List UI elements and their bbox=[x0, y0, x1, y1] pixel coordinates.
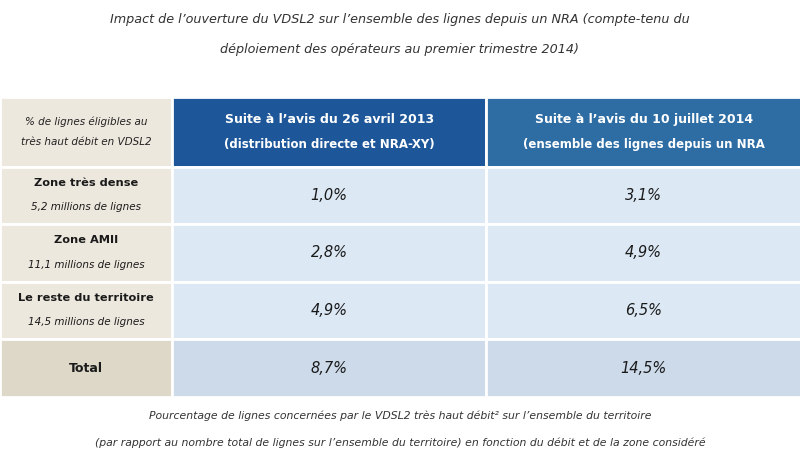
Text: 8,7%: 8,7% bbox=[310, 360, 348, 376]
Bar bbox=[172, 339, 486, 397]
Bar bbox=[0, 282, 172, 339]
Text: 4,9%: 4,9% bbox=[625, 245, 662, 261]
Text: Suite à l’avis du 10 juillet 2014: Suite à l’avis du 10 juillet 2014 bbox=[534, 112, 753, 126]
Text: 1,0%: 1,0% bbox=[310, 188, 348, 203]
Bar bbox=[0, 166, 172, 224]
Bar bbox=[0, 339, 172, 397]
Bar bbox=[172, 224, 486, 282]
Text: (par rapport au nombre total de lignes sur l’ensemble du territoire) en fonction: (par rapport au nombre total de lignes s… bbox=[94, 437, 706, 448]
Text: Zone très dense: Zone très dense bbox=[34, 178, 138, 188]
Bar bbox=[172, 97, 486, 166]
Text: 3,1%: 3,1% bbox=[625, 188, 662, 203]
Text: 11,1 millions de lignes: 11,1 millions de lignes bbox=[28, 260, 144, 270]
Bar bbox=[172, 282, 486, 339]
Bar bbox=[486, 339, 800, 397]
Bar bbox=[0, 97, 172, 166]
Bar bbox=[486, 282, 800, 339]
Text: Le reste du territoire: Le reste du territoire bbox=[18, 293, 154, 303]
Text: Impact de l’ouverture du VDSL2 sur l’ensemble des lignes depuis un NRA (compte-t: Impact de l’ouverture du VDSL2 sur l’ens… bbox=[110, 14, 690, 27]
Text: 5,2 millions de lignes: 5,2 millions de lignes bbox=[31, 202, 141, 212]
Bar bbox=[172, 166, 486, 224]
Text: 2,8%: 2,8% bbox=[310, 245, 348, 261]
Text: Suite à l’avis du 26 avril 2013: Suite à l’avis du 26 avril 2013 bbox=[225, 112, 434, 126]
Text: déploiement des opérateurs au premier trimestre 2014): déploiement des opérateurs au premier tr… bbox=[221, 43, 579, 56]
Bar bbox=[486, 224, 800, 282]
Bar bbox=[486, 166, 800, 224]
Text: % de lignes éligibles au: % de lignes éligibles au bbox=[25, 117, 147, 127]
Text: (ensemble des lignes depuis un NRA: (ensemble des lignes depuis un NRA bbox=[522, 138, 765, 151]
Text: Total: Total bbox=[69, 362, 103, 374]
Text: Pourcentage de lignes concernées par le VDSL2 très haut débit² sur l’ensemble du: Pourcentage de lignes concernées par le … bbox=[149, 410, 651, 421]
Bar bbox=[486, 97, 800, 166]
Text: 14,5%: 14,5% bbox=[621, 360, 666, 376]
Text: 14,5 millions de lignes: 14,5 millions de lignes bbox=[28, 317, 144, 327]
Bar bbox=[0, 224, 172, 282]
Text: 6,5%: 6,5% bbox=[625, 303, 662, 318]
Text: 4,9%: 4,9% bbox=[310, 303, 348, 318]
Text: très haut débit en VDSL2: très haut débit en VDSL2 bbox=[21, 136, 151, 147]
Text: Zone AMII: Zone AMII bbox=[54, 235, 118, 245]
Text: (distribution directe et NRA-XY): (distribution directe et NRA-XY) bbox=[224, 138, 434, 151]
